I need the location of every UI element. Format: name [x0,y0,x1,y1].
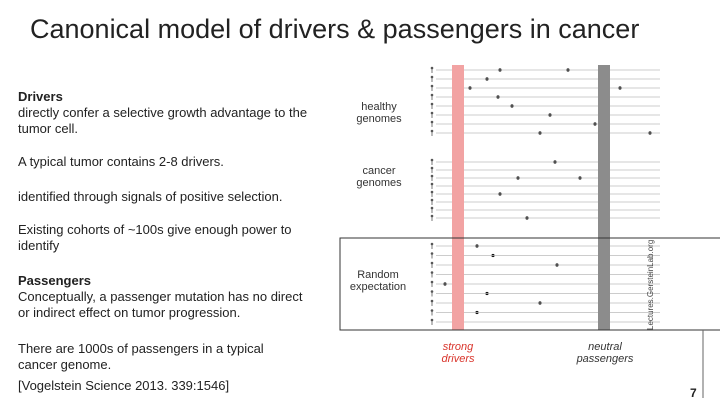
passenger-count: There are 1000s of passengers in a typic… [18,341,264,372]
passenger-band [598,65,610,330]
person-icon [430,190,434,194]
person-icon [430,280,434,284]
page-number: 7 [690,386,697,400]
person-icon [430,309,434,312]
random-label: Random expectation [349,269,407,293]
person-icon [430,166,434,170]
drivers-label: strong drivers [441,341,475,365]
healthy-label: healthy genomes [356,101,402,125]
drivers-heading: Drivers [18,89,63,104]
person-icon [430,84,434,88]
person-icon [430,214,434,218]
drivers-text: directly confer a selective growth advan… [18,105,308,136]
person-icon [430,271,434,274]
person-icon [430,75,434,79]
person-icon [430,174,434,178]
person-icon [430,158,434,162]
cohorts: Existing cohorts of ~100s give enough po… [18,222,292,253]
person-icon [430,206,434,210]
person-icon [430,93,434,97]
cancer-label: cancer genomes [356,165,402,189]
person-icon [430,242,434,246]
person-icon [430,299,434,303]
identified: identified through signals of positive s… [18,189,283,204]
person-icon [430,66,434,70]
person-icon [430,182,434,186]
random-box [339,237,720,331]
person-icon [430,290,434,293]
person-icon [430,129,434,133]
driver-count: A typical tumor contains 2-8 drivers. [18,154,224,169]
citation: [Vogelstein Science 2013. 339:1546] [18,378,230,393]
person-icon [430,120,434,124]
passengers-text: Conceptually, a passenger mutation has n… [18,289,303,320]
person-icon [430,102,434,106]
person-icon [430,252,434,255]
title: Canonical model of drivers & passengers … [30,14,640,44]
passengers-heading: Passengers [18,273,91,288]
person-icon [430,198,434,202]
person-icon [430,318,434,322]
site: Lectures.GersteinLab.org [646,239,655,330]
person-icon [430,261,434,265]
passengers-label: neutral passengers [576,341,634,365]
driver-band [452,65,464,330]
person-icon [430,111,434,115]
